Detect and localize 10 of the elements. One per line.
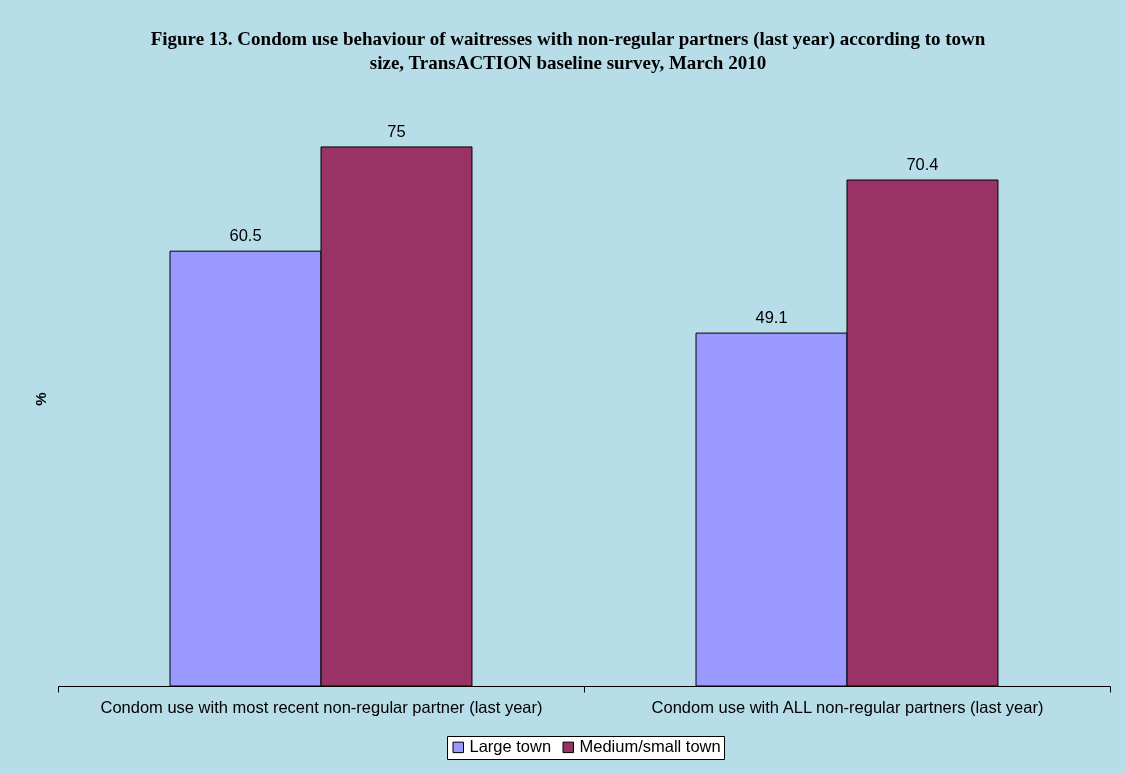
- chart-title: Figure 13. Condom use behaviour of waitresses with non-regular partners (last year) according to town size, TransACTION baseline survey, March 2010: [150, 28, 986, 73]
- data-label: 60.5: [229, 226, 262, 245]
- x-tick-label: Condom use with most recent non-regular partner (last year): [100, 697, 543, 716]
- x-tick-label: Condom use with ALL non-regular partners (last year): [651, 697, 1044, 716]
- legend-label: Large town: [469, 737, 552, 756]
- data-label: 49.1: [755, 308, 788, 327]
- data-label: 70.4: [906, 155, 939, 173]
- data-label: 75: [387, 121, 406, 140]
- legend-label: Medium/small town: [579, 737, 721, 756]
- y-axis-title: %: [31, 392, 49, 406]
